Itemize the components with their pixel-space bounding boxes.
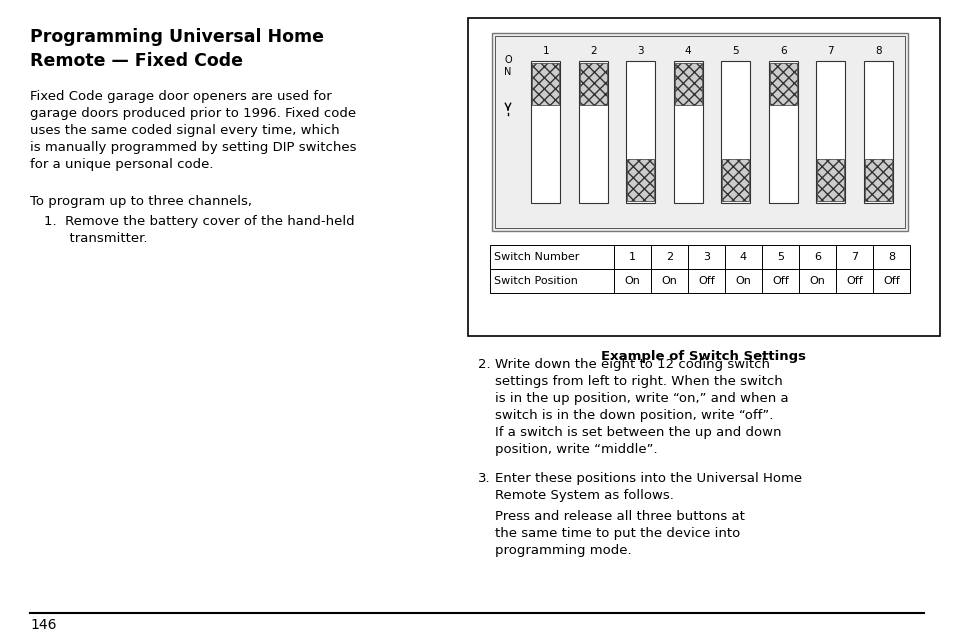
Text: 4: 4 (684, 46, 691, 56)
Text: 4: 4 (740, 252, 746, 262)
Bar (863, 158, 891, 201)
Text: 5: 5 (776, 252, 783, 262)
Bar (625, 60, 655, 204)
Text: O
N: O N (503, 55, 511, 76)
Text: 2.: 2. (477, 358, 490, 371)
Bar (578, 60, 607, 204)
Text: On: On (735, 276, 751, 286)
Bar (673, 60, 702, 204)
Bar (578, 63, 606, 106)
Text: On: On (624, 276, 639, 286)
Bar (674, 63, 701, 106)
Bar (490, 245, 909, 269)
Text: 5: 5 (732, 46, 739, 56)
Text: 8: 8 (874, 46, 881, 56)
Text: 3: 3 (702, 252, 709, 262)
Bar (532, 63, 558, 106)
Text: Off: Off (882, 276, 899, 286)
Text: On: On (809, 276, 824, 286)
Text: 3: 3 (637, 46, 643, 56)
Bar (768, 60, 797, 204)
Text: Switch Position: Switch Position (494, 276, 578, 286)
Text: 146: 146 (30, 618, 56, 632)
Text: 2: 2 (589, 46, 596, 56)
Bar (468, 18, 939, 336)
Text: Example of Switch Settings: Example of Switch Settings (601, 350, 805, 363)
Bar (720, 60, 750, 204)
Bar (816, 158, 843, 201)
Text: 6: 6 (780, 46, 785, 56)
Text: 2: 2 (665, 252, 672, 262)
Text: 1: 1 (542, 46, 549, 56)
Text: Off: Off (771, 276, 788, 286)
Text: On: On (660, 276, 677, 286)
Text: Remote — Fixed Code: Remote — Fixed Code (30, 52, 243, 70)
Bar (490, 269, 909, 293)
Text: Write down the eight to 12 coding switch
settings from left to right. When the s: Write down the eight to 12 coding switch… (495, 358, 788, 456)
Bar (495, 36, 904, 228)
Bar (862, 60, 892, 204)
Text: 7: 7 (826, 46, 833, 56)
Text: Programming Universal Home: Programming Universal Home (30, 28, 324, 46)
Bar (769, 63, 796, 106)
Text: Fixed Code garage door openers are used for
garage doors produced prior to 1996.: Fixed Code garage door openers are used … (30, 90, 356, 171)
Bar (815, 60, 844, 204)
Bar (531, 60, 559, 204)
Text: 1.  Remove the battery cover of the hand-held
      transmitter.: 1. Remove the battery cover of the hand-… (44, 215, 355, 245)
Text: Enter these positions into the Universal Home
Remote System as follows.: Enter these positions into the Universal… (495, 472, 801, 502)
Text: 1: 1 (628, 252, 636, 262)
Text: 8: 8 (887, 252, 894, 262)
Text: Off: Off (845, 276, 862, 286)
Text: 7: 7 (850, 252, 857, 262)
Text: Switch Number: Switch Number (494, 252, 578, 262)
Bar (626, 158, 654, 201)
Text: Press and release all three buttons at
the same time to put the device into
prog: Press and release all three buttons at t… (495, 510, 744, 557)
Text: 6: 6 (813, 252, 821, 262)
Bar (721, 158, 749, 201)
Text: To program up to three channels,: To program up to three channels, (30, 195, 252, 208)
Text: Off: Off (698, 276, 714, 286)
Text: 3.: 3. (477, 472, 490, 485)
Bar (492, 33, 907, 231)
